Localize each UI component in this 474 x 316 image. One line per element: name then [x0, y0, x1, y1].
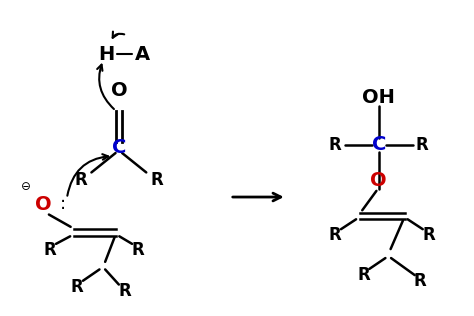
Text: R: R [118, 282, 131, 300]
Text: :: : [60, 195, 66, 213]
Text: R: R [329, 136, 342, 154]
Text: R: R [329, 226, 342, 244]
Text: OH: OH [362, 88, 395, 107]
Text: R: R [357, 266, 370, 284]
Text: R: R [150, 172, 163, 190]
Text: R: R [75, 172, 87, 190]
Text: R: R [414, 272, 427, 290]
Text: R: R [44, 241, 57, 259]
Text: A: A [135, 45, 150, 64]
Text: C: C [112, 138, 126, 157]
Text: O: O [110, 81, 127, 100]
Text: $\ominus$: $\ominus$ [20, 180, 31, 193]
Text: O: O [371, 171, 387, 190]
Text: R: R [71, 278, 83, 296]
Text: R: R [131, 241, 144, 259]
Text: R: R [416, 136, 428, 154]
Text: C: C [372, 136, 386, 155]
Text: O: O [35, 195, 52, 214]
Text: H: H [98, 45, 114, 64]
Text: R: R [422, 226, 435, 244]
